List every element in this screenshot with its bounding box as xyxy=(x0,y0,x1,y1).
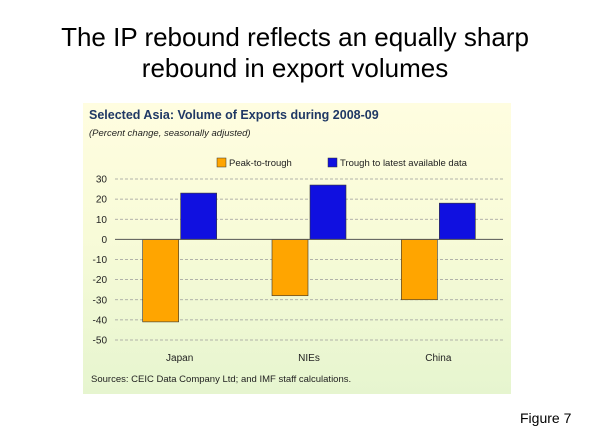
y-tick-label: -10 xyxy=(93,255,108,266)
y-tick-label: 10 xyxy=(96,215,108,226)
chart-title: Selected Asia: Volume of Exports during … xyxy=(89,108,379,122)
slide-title-line-2: rebound in export volumes xyxy=(141,53,449,83)
x-tick-label: NIEs xyxy=(298,353,320,364)
chart-source-note: Sources: CEIC Data Company Ltd; and IMF … xyxy=(91,374,352,385)
y-tick-label: -30 xyxy=(93,295,108,306)
bar xyxy=(401,239,438,301)
bar xyxy=(142,239,179,323)
legend-label: Trough to latest available data xyxy=(340,158,468,169)
chart-panel: Selected Asia: Volume of Exports during … xyxy=(83,103,511,394)
legend-swatch xyxy=(216,157,227,168)
chart-subtitle: (Percent change, seasonally adjusted) xyxy=(89,128,251,139)
y-tick-label: 0 xyxy=(101,235,107,246)
slide-title-line-1: The IP rebound reflects an equally sharp xyxy=(61,22,529,52)
slide-title: The IP rebound reflects an equally sharp… xyxy=(0,22,590,84)
bar-chart: 30 20 10 0 -10 -20 -30 -40 -50 Peak-to-trough Trou… xyxy=(93,157,503,364)
y-tick-label: 30 xyxy=(96,175,108,186)
x-tick-label: China xyxy=(425,353,452,364)
legend-label: Peak-to-trough xyxy=(229,158,292,169)
bar xyxy=(271,239,309,297)
x-tick-label: Japan xyxy=(166,353,193,364)
y-tick-label: -20 xyxy=(93,275,108,286)
y-tick-label: -50 xyxy=(93,336,108,347)
bar xyxy=(439,202,476,240)
y-tick-label: -40 xyxy=(93,315,108,326)
legend-swatch xyxy=(327,157,338,168)
bar xyxy=(180,192,217,240)
figure-label: Figure 7 xyxy=(520,410,572,426)
y-tick-label: 20 xyxy=(96,195,108,206)
bar xyxy=(309,184,347,240)
